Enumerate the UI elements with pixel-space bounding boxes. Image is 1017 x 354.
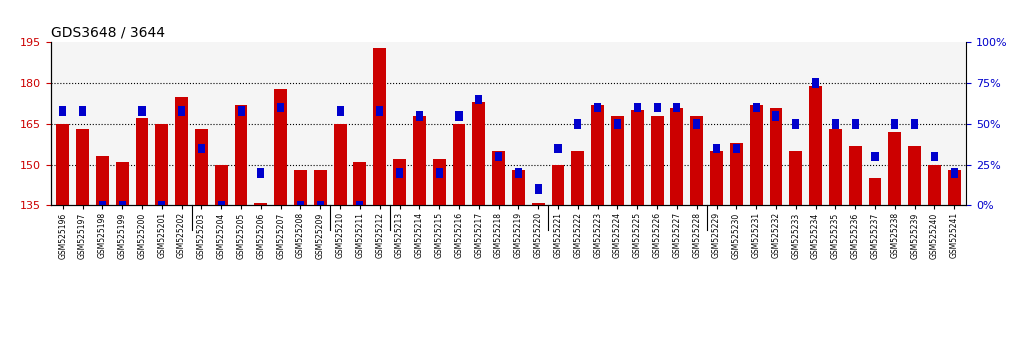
Bar <box>79 106 86 116</box>
Bar <box>812 79 819 88</box>
Bar <box>532 202 545 354</box>
Bar <box>931 152 938 161</box>
Bar <box>869 178 882 354</box>
Bar <box>872 152 879 161</box>
Bar <box>773 111 779 120</box>
Bar <box>512 170 525 354</box>
Bar <box>99 201 106 210</box>
Bar <box>472 102 485 354</box>
Bar <box>710 151 723 354</box>
Bar <box>376 106 383 116</box>
Bar <box>911 119 918 129</box>
Bar <box>891 119 898 129</box>
Bar <box>475 95 482 104</box>
Bar <box>770 108 782 354</box>
Bar <box>691 116 703 354</box>
Bar <box>356 201 363 210</box>
Bar <box>611 116 623 354</box>
Bar <box>59 106 66 116</box>
Bar <box>551 165 564 354</box>
Bar <box>435 168 442 177</box>
Bar <box>753 103 760 112</box>
Bar <box>948 170 961 354</box>
Bar <box>116 162 128 354</box>
Bar <box>198 144 205 153</box>
Bar <box>175 97 188 354</box>
Bar <box>156 124 168 354</box>
Bar <box>354 162 366 354</box>
Bar <box>908 145 921 354</box>
Bar <box>851 119 858 129</box>
Bar <box>394 159 406 354</box>
Bar <box>631 110 644 354</box>
Bar <box>575 119 582 129</box>
Bar <box>275 88 287 354</box>
Bar <box>235 105 247 354</box>
Bar <box>215 165 228 354</box>
Bar <box>119 201 126 210</box>
Bar <box>849 145 861 354</box>
Bar <box>218 201 225 210</box>
Bar <box>670 108 683 354</box>
Bar <box>254 202 267 354</box>
Bar <box>178 106 185 116</box>
Bar <box>456 111 463 120</box>
Bar <box>730 143 742 354</box>
Bar <box>413 116 426 354</box>
Bar <box>832 119 839 129</box>
Bar <box>76 129 89 354</box>
Bar <box>572 151 585 354</box>
Bar <box>416 111 423 120</box>
Bar <box>634 103 641 112</box>
Bar <box>297 201 304 210</box>
Bar <box>492 151 505 354</box>
Bar <box>673 103 680 112</box>
Bar <box>810 86 822 354</box>
Bar <box>138 106 145 116</box>
Bar <box>159 201 166 210</box>
Bar <box>654 103 661 112</box>
Bar <box>396 168 403 177</box>
Bar <box>535 184 542 194</box>
Bar <box>495 152 502 161</box>
Bar <box>789 151 802 354</box>
Bar <box>337 106 344 116</box>
Bar <box>951 168 958 177</box>
Bar <box>238 106 244 116</box>
Bar <box>614 119 621 129</box>
Bar <box>316 201 323 210</box>
Bar <box>314 170 326 354</box>
Bar <box>594 103 601 112</box>
Bar <box>928 165 941 354</box>
Text: GDS3648 / 3644: GDS3648 / 3644 <box>51 26 165 40</box>
Bar <box>56 124 69 354</box>
Bar <box>453 124 466 354</box>
Bar <box>889 132 901 354</box>
Bar <box>135 119 148 354</box>
Bar <box>750 105 763 354</box>
Bar <box>257 168 264 177</box>
Bar <box>515 168 522 177</box>
Bar <box>651 116 663 354</box>
Bar <box>792 119 799 129</box>
Bar <box>96 156 109 354</box>
Bar <box>294 170 307 354</box>
Bar <box>713 144 720 153</box>
Bar <box>733 144 740 153</box>
Bar <box>694 119 701 129</box>
Bar <box>277 103 284 112</box>
Bar <box>195 129 207 354</box>
Bar <box>334 124 347 354</box>
Bar <box>591 105 604 354</box>
Bar <box>373 48 386 354</box>
Bar <box>829 129 842 354</box>
Bar <box>432 159 445 354</box>
Bar <box>554 144 561 153</box>
